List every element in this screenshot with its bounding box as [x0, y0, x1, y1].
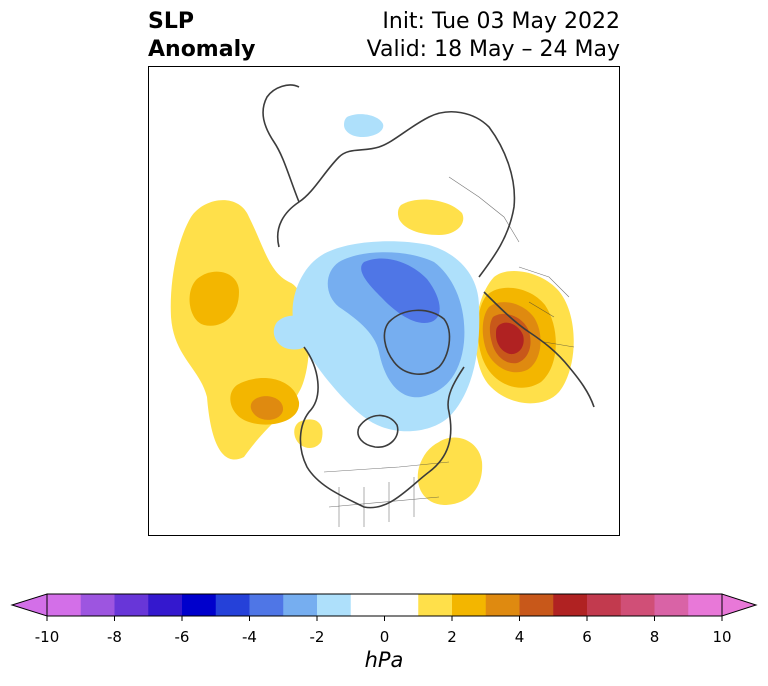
anomaly-positive-siberia [397, 199, 464, 235]
colorbar-unit-label: hPa [364, 648, 404, 672]
colorbar-extend-max-arrow [721, 593, 758, 617]
colorbar-swatch [249, 594, 284, 616]
title-line-1: SLP [148, 9, 194, 34]
border-us-states [328, 477, 440, 527]
colorbar-swatch [317, 594, 352, 616]
colorbar-tick-label: 4 [514, 628, 525, 646]
colorbar-tick-label: -2 [309, 628, 325, 646]
colorbar-tick-label: -8 [107, 628, 122, 646]
forecast-dates: Init: Tue 03 May 2022 Valid: 18 May – 24… [367, 8, 620, 64]
colorbar-tick-label: -10 [34, 628, 60, 646]
coastline-europe-west [483, 291, 595, 408]
colorbar-swatch [485, 594, 520, 616]
border-us-canada [323, 461, 450, 473]
colorbar-swatch [283, 594, 318, 616]
colorbar [10, 593, 758, 621]
border-europe-grid [518, 266, 575, 348]
map-title: SLP Anomaly [148, 8, 255, 64]
colorbar-swatch [620, 594, 655, 616]
colorbar-tick-label: 0 [379, 628, 390, 646]
colorbar-swatch [215, 594, 250, 616]
anomaly-positive-northwest-atlantic [417, 437, 483, 505]
colorbar-tick-label: 10 [712, 628, 732, 646]
anomaly-map [170, 84, 595, 527]
anomaly-positive-pacific-core-north [189, 271, 239, 326]
colorbar-tick-label: -6 [174, 628, 190, 646]
colorbar-tick-label: 6 [582, 628, 592, 646]
polar-map-panel [148, 66, 620, 536]
anomaly-positive-gulf-of-alaska [294, 419, 323, 449]
title-line-2: Anomaly [148, 37, 256, 62]
anomaly-positive-pacific-max [250, 396, 284, 420]
colorbar-swatch [452, 594, 487, 616]
colorbar-swatch [418, 594, 453, 616]
coastline-asia-east [262, 84, 300, 203]
colorbar-swatch [384, 594, 419, 616]
anomaly-positive-europe-max [496, 322, 524, 355]
valid-period-label: Valid: 18 May – 24 May [366, 37, 620, 62]
colorbar-tick-label: 8 [649, 628, 660, 646]
colorbar-swatch [654, 594, 689, 616]
colorbar-swatch [80, 594, 115, 616]
colorbar-swatch [553, 594, 588, 616]
colorbar-tick-label: -4 [242, 628, 257, 646]
colorbar-tick-label: 2 [447, 628, 457, 646]
init-date-label: Init: Tue 03 May 2022 [382, 9, 620, 34]
anomaly-negative-alaska [273, 315, 315, 350]
coastline-eurasia [277, 111, 516, 278]
colorbar-swatch [182, 594, 217, 616]
colorbar-swatch [519, 594, 554, 616]
colorbar-swatch [350, 594, 385, 616]
coastlines [262, 84, 595, 509]
border-russia [448, 176, 520, 243]
colorbar-swatch [148, 594, 183, 616]
coastline-greenland [383, 309, 451, 375]
colorbar-swatch [114, 594, 149, 616]
anomaly-negative-scandinavia [344, 114, 384, 137]
colorbar-swatch [587, 594, 622, 616]
anomaly-negative-arctic-min [361, 258, 440, 323]
colorbar-extend-min-arrow [10, 593, 48, 617]
country-borders [323, 176, 575, 527]
colorbar-swatch [47, 594, 82, 616]
colorbar-swatch [688, 594, 723, 616]
coastline-hudson-bay [357, 414, 399, 448]
